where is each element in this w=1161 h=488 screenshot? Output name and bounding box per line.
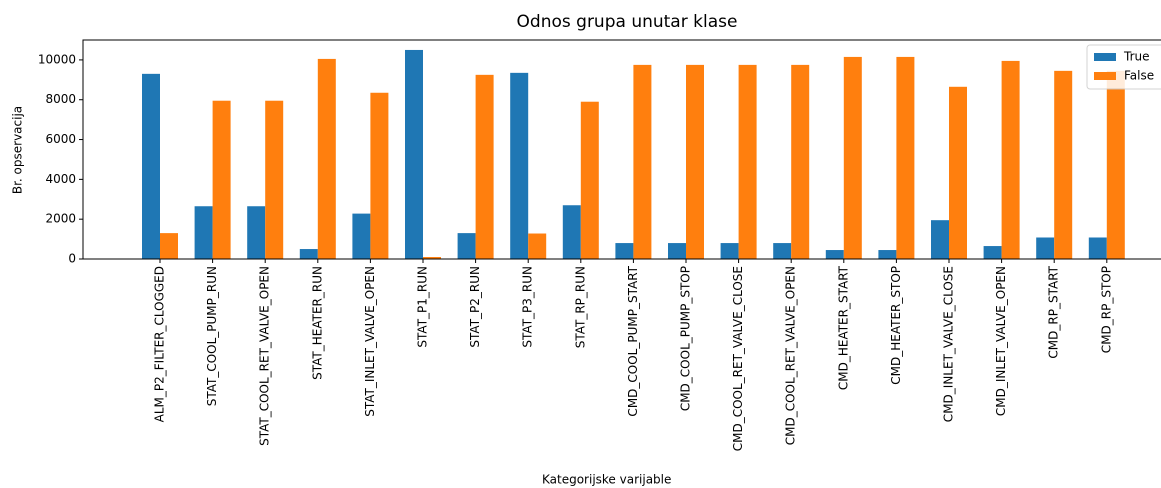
bar xyxy=(299,249,318,259)
bar xyxy=(405,49,423,259)
y-tick-label: 0 xyxy=(68,252,76,266)
x-tick-label: ALM_P2_FILTER_CLOGGED xyxy=(153,266,167,422)
x-tick-label: STAT_P2_RUN xyxy=(468,266,482,348)
x-tick-label: CMD_INLET_VALVE_CLOSE xyxy=(942,266,956,422)
x-tick-label: CMD_COOL_RET_VALVE_CLOSE xyxy=(731,266,745,451)
x-tick-label: CMD_RP_START xyxy=(1047,265,1061,358)
y-tick-label: 6000 xyxy=(45,132,76,146)
x-tick-label: CMD_INLET_VALVE_OPEN xyxy=(994,266,1008,416)
y-axis-label: Br. opservacija xyxy=(11,106,25,194)
legend-label: False xyxy=(1124,69,1154,83)
bar xyxy=(773,243,792,259)
legend-swatch xyxy=(1094,53,1116,61)
bar xyxy=(615,243,634,259)
bar xyxy=(825,250,844,259)
bar xyxy=(317,58,336,259)
x-tick-label: STAT_P1_RUN xyxy=(416,266,430,348)
bar xyxy=(457,233,476,259)
bar xyxy=(528,233,547,259)
bar xyxy=(1088,237,1107,259)
bar xyxy=(194,206,213,259)
bar xyxy=(562,205,581,259)
y-tick-label: 10000 xyxy=(38,52,76,66)
x-tick-label: STAT_RP_RUN xyxy=(573,266,587,348)
bar xyxy=(878,250,897,259)
bar xyxy=(370,92,389,259)
x-tick-label: STAT_HEATER_RUN xyxy=(310,266,324,380)
x-tick-label: STAT_P3_RUN xyxy=(521,266,535,348)
bar xyxy=(265,100,284,260)
bar xyxy=(247,206,266,259)
bar xyxy=(791,64,810,260)
bar xyxy=(475,74,494,259)
bar xyxy=(633,64,652,260)
bar xyxy=(720,243,739,259)
legend-label: True xyxy=(1123,50,1150,64)
bar xyxy=(1036,237,1055,259)
bar xyxy=(686,64,704,260)
x-tick-label: STAT_COOL_PUMP_RUN xyxy=(205,266,219,406)
y-tick-label: 4000 xyxy=(45,172,76,186)
x-tick-label: CMD_COOL_PUMP_STOP xyxy=(679,266,693,411)
x-tick-label: CMD_HEATER_STOP xyxy=(889,266,903,385)
bar xyxy=(212,100,231,260)
x-tick-label: CMD_RP_STOP xyxy=(1099,266,1113,353)
bar xyxy=(142,73,160,259)
bar xyxy=(423,257,441,259)
x-tick-label: CMD_HEATER_START xyxy=(836,265,850,390)
plot-frame xyxy=(82,39,1161,260)
bar xyxy=(352,213,371,259)
x-tick-label: STAT_INLET_VALVE_OPEN xyxy=(363,266,377,417)
bar xyxy=(668,243,686,259)
legend-swatch xyxy=(1094,72,1116,80)
bar xyxy=(896,56,915,259)
bar xyxy=(510,72,529,259)
x-tick-label: CMD_COOL_PUMP_START xyxy=(626,265,640,416)
x-tick-label: STAT_COOL_RET_VALVE_OPEN xyxy=(258,266,272,446)
y-tick-label: 2000 xyxy=(45,212,76,226)
bar xyxy=(843,56,862,259)
bar xyxy=(949,86,967,259)
x-axis-label: Kategorijske varijable xyxy=(542,473,671,487)
bar xyxy=(738,64,757,260)
chart-title: Odnos grupa unutar klase xyxy=(517,12,738,32)
bar xyxy=(1054,70,1073,259)
bar xyxy=(160,233,178,259)
bar xyxy=(931,220,949,259)
bar xyxy=(580,101,599,259)
bar xyxy=(1106,70,1125,259)
x-tick-label: CMD_COOL_RET_VALVE_OPEN xyxy=(784,266,798,445)
y-tick-label: 8000 xyxy=(45,92,76,106)
bar xyxy=(983,246,1002,259)
bar xyxy=(1001,60,1020,260)
